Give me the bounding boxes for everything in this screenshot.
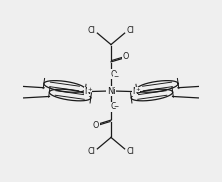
Text: Ni: Ni (107, 86, 115, 96)
Text: O: O (110, 70, 117, 79)
Text: +: + (87, 87, 92, 92)
Text: Cl: Cl (88, 147, 95, 156)
Text: +: + (135, 87, 140, 92)
Text: N: N (132, 87, 138, 96)
Text: Cl: Cl (127, 147, 134, 156)
Text: Cl: Cl (127, 26, 134, 35)
Text: −: − (113, 73, 119, 78)
Text: O: O (110, 102, 117, 111)
Text: N: N (84, 87, 90, 96)
Text: O: O (93, 120, 99, 130)
Text: O: O (123, 52, 129, 62)
Text: Cl: Cl (88, 26, 95, 35)
Text: −: − (113, 103, 119, 108)
